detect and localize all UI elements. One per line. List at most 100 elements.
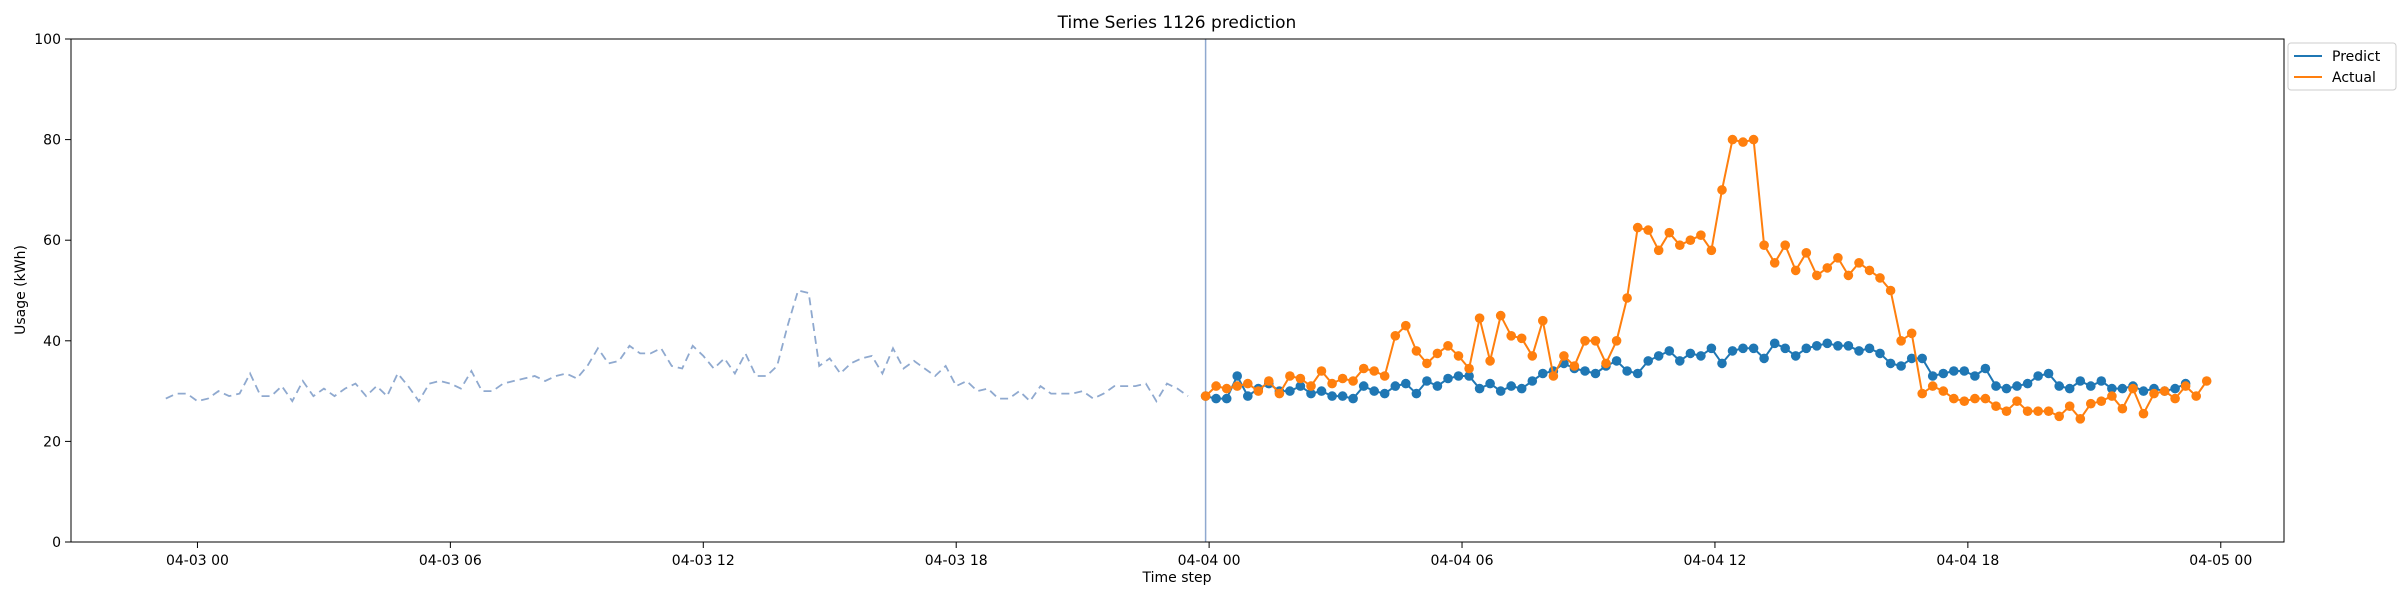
data-point-actual	[1727, 134, 1738, 145]
data-point-actual	[2022, 406, 2033, 417]
data-point-predict	[1590, 368, 1601, 379]
data-point-predict	[1917, 353, 1927, 364]
data-point-predict	[2138, 386, 2149, 396]
data-point-predict	[1833, 341, 1843, 351]
data-point-predict	[1727, 346, 1738, 356]
data-point-actual	[1632, 222, 1643, 233]
data-point-actual	[1801, 248, 1812, 258]
x-tick-label: 04-04 18	[1936, 553, 1999, 569]
data-point-actual	[1864, 265, 1875, 276]
data-point-actual	[1243, 378, 1253, 389]
data-point-actual	[1379, 371, 1390, 381]
data-point-predict	[1896, 361, 1906, 371]
data-point-actual	[1495, 310, 1506, 321]
data-point-predict	[2001, 383, 2012, 394]
data-point-actual	[1316, 366, 1327, 376]
data-point-actual	[1885, 285, 1896, 296]
data-point-actual	[2138, 408, 2149, 419]
data-point-actual	[2043, 406, 2054, 417]
data-point-predict	[1843, 341, 1854, 351]
data-point-predict	[1453, 371, 1464, 381]
data-point-predict	[1643, 356, 1653, 366]
data-point-actual	[1991, 401, 2001, 412]
legend-label-predict: Predict	[2332, 49, 2381, 65]
data-point-predict	[1538, 368, 1548, 379]
data-point-actual	[1200, 391, 1211, 401]
data-point-actual	[1485, 356, 1495, 366]
y-axis-title: Usage (kWh)	[13, 245, 29, 335]
y-tick-label: 40	[43, 334, 61, 350]
data-point-predict	[1632, 368, 1643, 379]
data-point-predict	[1443, 373, 1453, 384]
data-point-actual	[1854, 258, 1864, 268]
data-point-actual	[1443, 341, 1453, 351]
plot-area	[165, 39, 2212, 542]
data-point-actual	[1580, 336, 1590, 346]
data-point-actual	[1474, 313, 1485, 324]
data-point-actual	[1306, 381, 1316, 391]
data-point-actual	[2086, 398, 2096, 409]
data-point-actual	[2001, 406, 2012, 417]
data-point-predict	[1432, 381, 1443, 391]
data-point-actual	[1833, 252, 1843, 263]
data-point-predict	[1611, 356, 1622, 366]
data-point-actual	[2191, 391, 2201, 401]
data-point-predict	[1516, 383, 1527, 394]
legend: Predict Actual	[2287, 42, 2397, 91]
data-point-predict	[1401, 378, 1411, 389]
data-point-actual	[2180, 381, 2191, 391]
x-tick-label: 04-04 00	[1178, 553, 1241, 569]
series-line-actual	[1204, 138, 2208, 421]
data-point-actual	[1285, 371, 1295, 381]
data-point-predict	[1211, 393, 1221, 404]
data-point-predict	[1706, 343, 1717, 354]
chart-title: Time Series 1126 prediction	[1057, 13, 1297, 33]
x-tick-label: 04-04 06	[1431, 553, 1494, 569]
data-point-predict	[1854, 346, 1864, 356]
data-point-actual	[1759, 240, 1769, 250]
data-point-actual	[1432, 348, 1443, 359]
data-point-actual	[1980, 393, 1991, 404]
data-point-predict	[1759, 353, 1769, 364]
data-point-actual	[1938, 386, 1949, 396]
data-point-actual	[1970, 393, 1980, 404]
data-point-actual	[2201, 376, 2212, 386]
data-point-predict	[1822, 338, 1833, 349]
data-point-actual	[1696, 230, 1706, 240]
data-point-actual	[2170, 393, 2180, 404]
data-point-predict	[1864, 343, 1875, 354]
data-point-predict	[1232, 371, 1242, 381]
y-tick-label: 0	[52, 535, 61, 551]
data-point-predict	[1506, 381, 1516, 391]
data-point-actual	[1590, 336, 1601, 346]
data-point-actual	[1274, 388, 1285, 399]
data-point-predict	[1980, 363, 1991, 374]
data-point-predict	[2043, 368, 2054, 379]
data-point-actual	[1906, 328, 1917, 339]
data-point-predict	[1938, 368, 1949, 379]
data-point-predict	[1379, 388, 1390, 399]
data-point-actual	[1601, 358, 1611, 369]
data-point-predict	[1221, 393, 1232, 404]
data-point-predict	[1949, 366, 1959, 376]
data-point-predict	[2022, 378, 2033, 389]
data-point-predict	[1464, 371, 1474, 381]
data-point-predict	[1927, 371, 1938, 381]
data-point-predict	[2033, 371, 2043, 381]
legend-label-actual: Actual	[2332, 70, 2376, 86]
data-point-actual	[1327, 378, 1337, 389]
data-point-actual	[1790, 265, 1801, 276]
data-point-actual	[1664, 227, 1675, 238]
data-point-actual	[1253, 386, 1264, 396]
data-point-actual	[1738, 137, 1748, 147]
data-point-predict	[1875, 348, 1885, 359]
data-point-actual	[1422, 358, 1432, 369]
data-point-actual	[2117, 403, 2128, 414]
data-point-actual	[1369, 366, 1379, 376]
data-point-predict	[1495, 386, 1506, 396]
data-point-predict	[2117, 383, 2128, 394]
data-point-actual	[1653, 245, 1664, 256]
data-point-predict	[1348, 393, 1358, 404]
